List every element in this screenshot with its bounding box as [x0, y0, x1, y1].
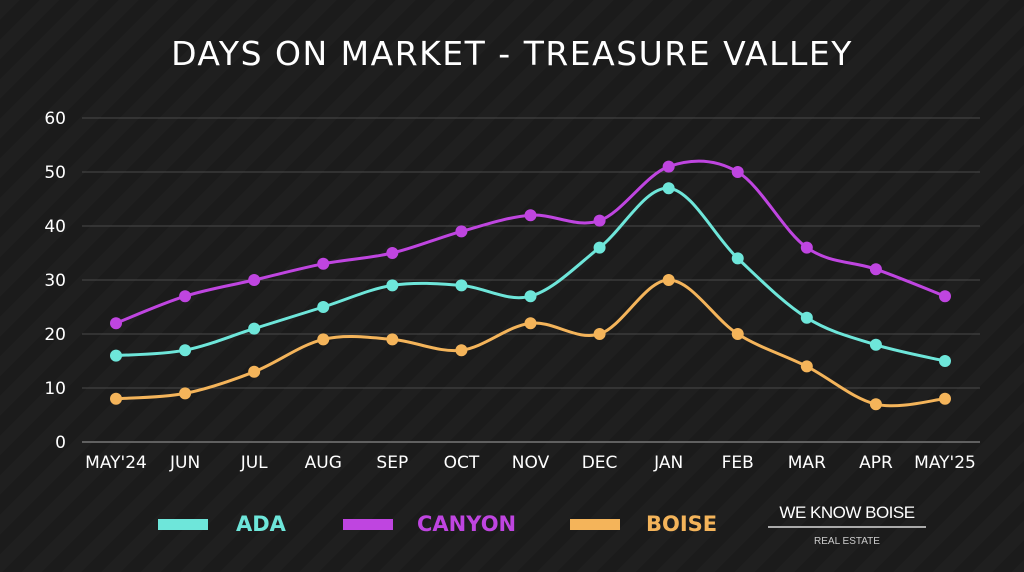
- data-point-canyon: [248, 274, 261, 286]
- data-point-canyon: [110, 317, 122, 330]
- x-tick-label: NOV: [512, 453, 550, 473]
- data-point-boise: [110, 392, 122, 405]
- legend-item-boise: BOISE: [570, 512, 717, 536]
- x-tick-label: FEB: [722, 453, 754, 473]
- data-point-ada: [317, 301, 330, 313]
- y-tick-label: 50: [44, 163, 66, 183]
- x-tick-label: JAN: [653, 453, 683, 473]
- data-point-boise: [248, 365, 261, 378]
- data-point-ada: [869, 338, 882, 351]
- data-point-canyon: [869, 263, 882, 276]
- logo-sub: REAL ESTATE: [814, 536, 880, 547]
- data-point-ada: [524, 290, 537, 303]
- data-point-boise: [524, 317, 537, 330]
- data-point-boise: [455, 344, 468, 357]
- y-tick-label: 20: [44, 325, 66, 345]
- data-point-boise: [731, 328, 744, 340]
- data-point-ada: [248, 322, 261, 335]
- x-tick-label: MAY'24: [85, 453, 147, 473]
- data-point-boise: [593, 328, 606, 340]
- logo: WE KNOW BOISE REAL ESTATE: [768, 503, 926, 547]
- data-point-canyon: [939, 290, 951, 303]
- data-point-boise: [317, 333, 330, 346]
- x-tick-label: APR: [859, 453, 893, 473]
- data-point-boise: [869, 398, 882, 411]
- legend-label: ADA: [236, 512, 286, 536]
- data-point-ada: [662, 182, 675, 195]
- legend-label: BOISE: [646, 512, 718, 536]
- legend-item-ada: ADA: [158, 512, 286, 536]
- data-point-ada: [455, 279, 468, 292]
- data-point-boise: [800, 360, 813, 373]
- data-point-canyon: [455, 225, 468, 238]
- x-tick-label: JUN: [169, 453, 200, 473]
- y-tick-label: 10: [44, 379, 66, 399]
- data-point-boise: [386, 333, 399, 346]
- data-point-ada: [939, 355, 951, 367]
- x-tick-label: MAR: [788, 453, 826, 473]
- data-point-canyon: [386, 247, 399, 259]
- x-tick-label: MAY'25: [914, 453, 976, 473]
- data-point-canyon: [593, 214, 606, 227]
- data-point-canyon: [317, 257, 330, 270]
- legend-swatch: [158, 518, 208, 530]
- data-point-canyon: [731, 166, 744, 178]
- y-tick-label: 30: [44, 271, 66, 291]
- data-point-canyon: [524, 209, 537, 222]
- data-point-ada: [386, 279, 399, 292]
- data-point-canyon: [662, 160, 675, 173]
- data-point-ada: [179, 344, 192, 357]
- legend-swatch: [570, 518, 620, 530]
- legend-label: CANYON: [417, 512, 517, 536]
- x-tick-label: JUL: [240, 453, 268, 473]
- y-tick-label: 40: [44, 217, 66, 237]
- x-tick-label: OCT: [444, 453, 480, 473]
- y-tick-label: 60: [44, 109, 66, 129]
- data-point-boise: [939, 392, 951, 405]
- data-point-canyon: [800, 241, 813, 254]
- data-point-canyon: [179, 290, 192, 303]
- data-point-ada: [110, 349, 122, 362]
- legend-item-canyon: CANYON: [343, 512, 516, 536]
- x-tick-label: SEP: [376, 453, 408, 473]
- data-point-boise: [662, 274, 675, 286]
- legend-swatch: [343, 518, 393, 530]
- data-point-ada: [800, 311, 813, 324]
- data-point-ada: [731, 252, 744, 265]
- x-tick-label: AUG: [305, 453, 342, 473]
- y-tick-label: 0: [55, 433, 66, 453]
- logo-main: WE KNOW BOISE: [768, 503, 926, 528]
- x-tick-label: DEC: [582, 453, 618, 473]
- data-point-boise: [179, 387, 192, 400]
- chart-title: DAYS ON MARKET - TREASURE VALLEY: [171, 34, 853, 73]
- data-point-ada: [593, 241, 606, 254]
